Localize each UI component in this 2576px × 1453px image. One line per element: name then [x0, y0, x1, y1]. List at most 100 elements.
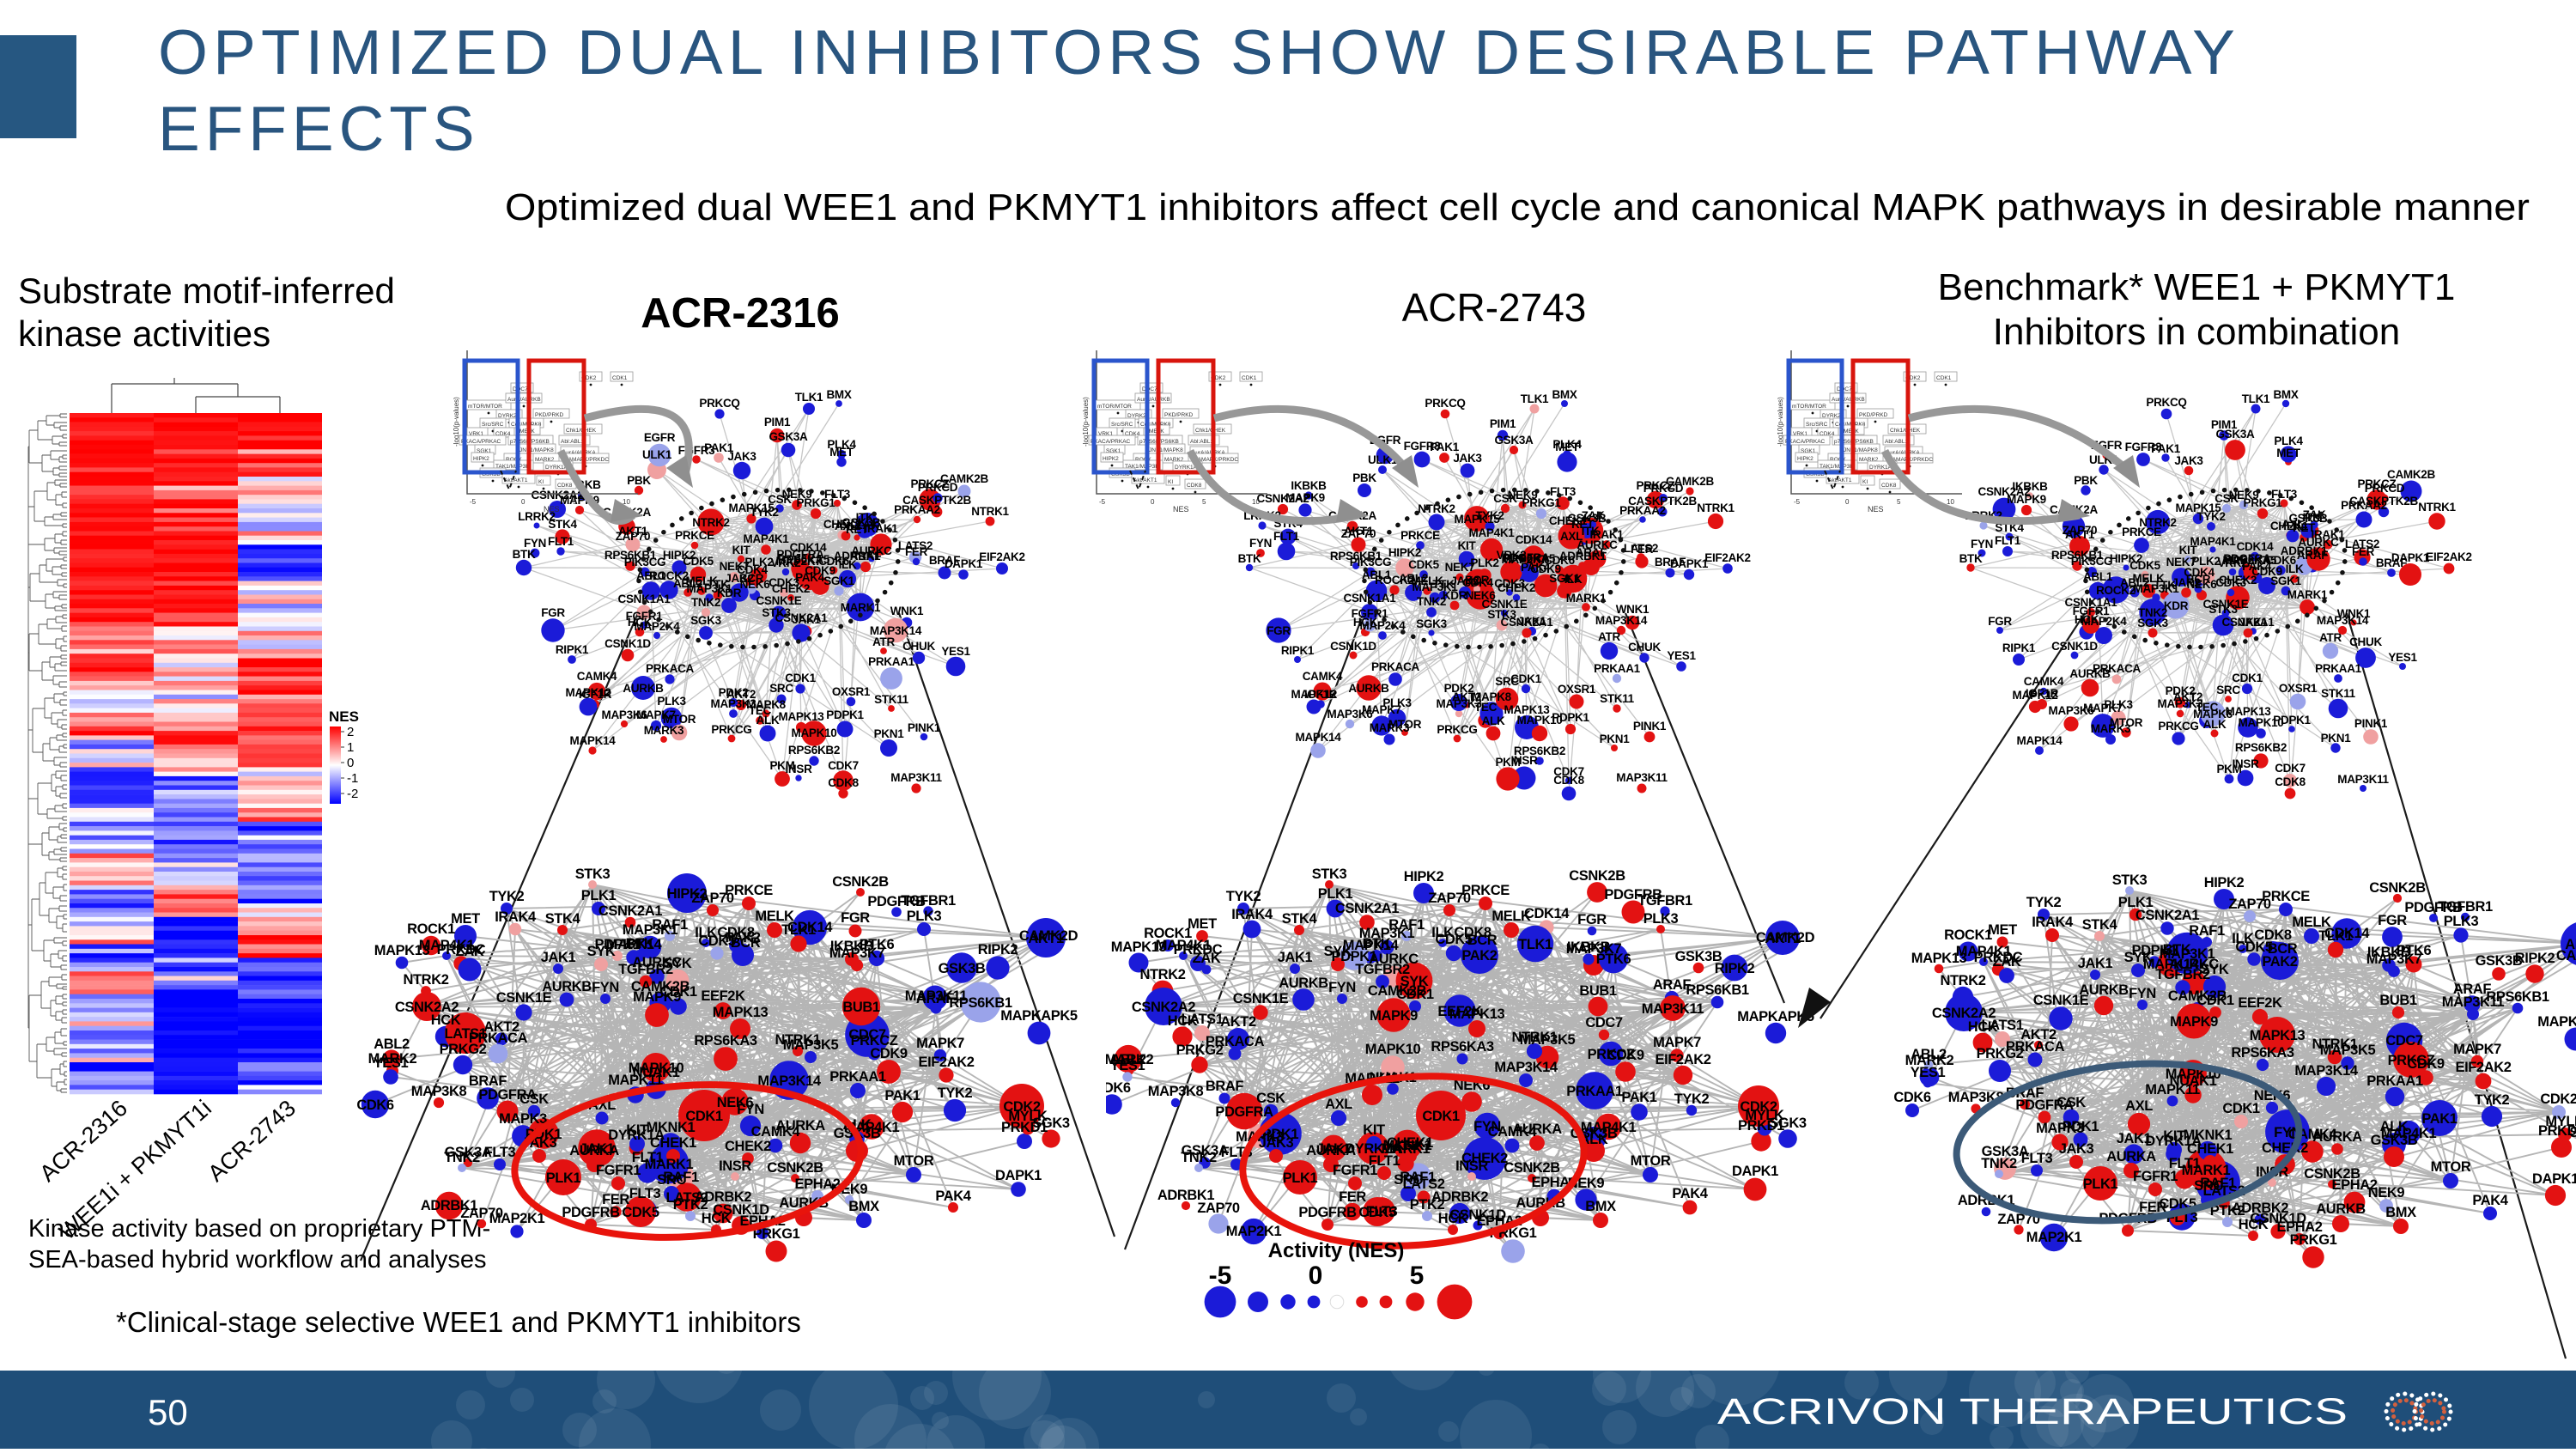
svg-text:PRKCE: PRKCE: [675, 529, 714, 542]
svg-text:PLK1: PLK1: [1283, 1170, 1318, 1186]
svg-text:RIPK1: RIPK1: [1281, 644, 1315, 657]
svg-text:PRKG1: PRKG1: [1522, 496, 1561, 509]
svg-text:SGK1: SGK1: [823, 575, 854, 587]
svg-text:STK3: STK3: [1312, 866, 1347, 882]
svg-text:Abl:ABL1: Abl:ABL1: [561, 439, 584, 445]
svg-text:CDK3: CDK3: [769, 576, 799, 589]
svg-text:TYK2: TYK2: [2026, 895, 2062, 910]
svg-text:INSR: INSR: [719, 1158, 751, 1174]
svg-text:MTOR: MTOR: [1631, 1153, 1671, 1169]
svg-text:PAK2: PAK2: [1461, 948, 1497, 964]
svg-text:YES1: YES1: [1110, 1058, 1145, 1073]
svg-text:FLT3: FLT3: [2021, 1151, 2053, 1166]
svg-text:PRKCZ: PRKCZ: [1588, 1047, 1635, 1062]
svg-text:PLK1: PLK1: [1318, 886, 1353, 902]
svg-text:CDK3: CDK3: [2215, 576, 2246, 589]
svg-text:ACRIVON THERAPEUTICS: ACRIVON THERAPEUTICS: [1717, 1391, 2348, 1432]
svg-text:ACR-2316: ACR-2316: [641, 290, 839, 337]
svg-text:STK11: STK11: [1600, 692, 1635, 705]
svg-text:CHUK: CHUK: [2349, 635, 2382, 648]
svg-text:FER: FER: [1339, 1189, 1366, 1205]
svg-text:JAK1: JAK1: [541, 950, 576, 965]
svg-text:CDK1: CDK1: [1936, 375, 1952, 381]
svg-text:AURKB: AURKB: [542, 979, 592, 994]
svg-text:MARK3: MARK3: [2091, 722, 2131, 735]
svg-text:CDK8: CDK8: [828, 776, 859, 789]
svg-text:PLK3: PLK3: [1643, 911, 1679, 927]
svg-text:PRKAA1: PRKAA1: [868, 655, 915, 668]
svg-text:PRKAA1: PRKAA1: [2366, 1073, 2423, 1089]
svg-text:PDGFRA: PDGFRA: [1502, 551, 1550, 564]
svg-text:PKM: PKM: [769, 759, 794, 772]
svg-text:CHUK: CHUK: [1628, 641, 1661, 654]
svg-text:RIPK1: RIPK1: [556, 643, 589, 656]
svg-text:mTOR/MTOR: mTOR/MTOR: [1097, 404, 1132, 410]
svg-text:GSK3B: GSK3B: [2371, 1133, 2418, 1148]
svg-text:MAPK11: MAPK11: [2145, 1082, 2200, 1097]
svg-text:SYK: SYK: [587, 944, 616, 959]
svg-text:PRKCQ: PRKCQ: [2146, 396, 2186, 409]
svg-text:MAPK13: MAPK13: [1449, 1006, 1505, 1022]
svg-text:CAMK4: CAMK4: [1488, 1124, 1538, 1140]
svg-text:0: 0: [521, 498, 526, 506]
svg-text:PAK1: PAK1: [884, 1088, 920, 1103]
svg-text:PLK1: PLK1: [581, 888, 617, 903]
svg-text:NTRK1: NTRK1: [971, 505, 1009, 518]
svg-text:PRKCE: PRKCE: [2262, 889, 2310, 904]
svg-text:kinase activities: kinase activities: [18, 313, 270, 354]
svg-text:CDK8: CDK8: [1454, 925, 1492, 940]
svg-text:PRKCQ: PRKCQ: [1425, 397, 1465, 410]
svg-text:PKD/PRKD: PKD/PRKD: [1859, 412, 1888, 418]
svg-text:PINK1: PINK1: [1633, 720, 1667, 733]
svg-text:PKM: PKM: [2216, 763, 2241, 775]
svg-text:CHEK2: CHEK2: [2262, 1140, 2308, 1156]
svg-text:TLK1: TLK1: [781, 922, 816, 938]
svg-text:FYN: FYN: [2129, 986, 2156, 1001]
svg-text:ARAF: ARAF: [1653, 977, 1692, 993]
svg-text:CDK2: CDK2: [1740, 1099, 1777, 1115]
svg-text:AXL: AXL: [835, 520, 857, 532]
svg-text:MET: MET: [1188, 916, 1217, 932]
svg-text:ABL2: ABL2: [2120, 576, 2149, 589]
svg-text:MAPK13: MAPK13: [779, 710, 825, 723]
svg-text:ABL2: ABL2: [374, 1037, 410, 1052]
svg-text:SGK3: SGK3: [1416, 617, 1447, 630]
svg-text:FGR: FGR: [541, 606, 565, 619]
svg-text:CSNK2B: CSNK2B: [2369, 880, 2426, 896]
svg-text:50: 50: [148, 1392, 188, 1432]
svg-text:CSNK2A1: CSNK2A1: [1501, 616, 1554, 629]
svg-text:GSK3A: GSK3A: [1494, 434, 1534, 447]
svg-text:ALK: ALK: [1482, 714, 1505, 727]
svg-text:PDGFRA: PDGFRA: [1215, 1104, 1273, 1120]
svg-text:Optimized dual WEE1 and PKMYT1: Optimized dual WEE1 and PKMYT1 inhibitor…: [505, 186, 2530, 228]
svg-text:MAPKAPK5: MAPKAPK5: [2537, 1014, 2576, 1030]
svg-text:MAPK14: MAPK14: [570, 734, 617, 747]
svg-text:MAPK7: MAPK7: [2453, 1042, 2501, 1057]
svg-text:CDK5: CDK5: [683, 555, 714, 568]
svg-text:mTOR/MTOR: mTOR/MTOR: [468, 404, 502, 410]
svg-text:PAK1: PAK1: [1621, 1090, 1656, 1105]
svg-text:TLK1: TLK1: [1521, 392, 1549, 405]
svg-text:TYK2: TYK2: [1674, 1091, 1710, 1107]
svg-text:MAP4K1: MAP4K1: [1156, 938, 1212, 953]
svg-text:GSK3B: GSK3B: [939, 961, 986, 976]
svg-text:ILK: ILK: [2232, 931, 2254, 946]
svg-text:PRKACA: PRKACA: [2006, 1039, 2065, 1055]
svg-text:PDK2: PDK2: [1444, 682, 1474, 695]
svg-text:TYK2: TYK2: [938, 1085, 973, 1101]
svg-text:MAP4K1: MAP4K1: [2190, 535, 2237, 548]
svg-text:CDK8: CDK8: [2254, 927, 2292, 943]
svg-text:10: 10: [1252, 498, 1260, 506]
svg-text:TNK2: TNK2: [1417, 595, 1446, 608]
svg-text:HIPK2: HIPK2: [473, 456, 489, 462]
svg-text:PRKG1: PRKG1: [796, 496, 835, 509]
svg-text:RAF1: RAF1: [2189, 923, 2225, 939]
svg-text:CDK1: CDK1: [685, 1109, 723, 1124]
svg-text:0: 0: [1845, 498, 1850, 506]
svg-text:TLK1: TLK1: [2318, 928, 2353, 944]
svg-text:MAP3K11: MAP3K11: [2337, 773, 2389, 786]
svg-text:MAPK13: MAPK13: [713, 1005, 769, 1020]
svg-text:PRKCG: PRKCG: [2158, 720, 2198, 733]
svg-text:-1: -1: [347, 771, 358, 786]
svg-text:PRKG1: PRKG1: [2243, 496, 2282, 509]
